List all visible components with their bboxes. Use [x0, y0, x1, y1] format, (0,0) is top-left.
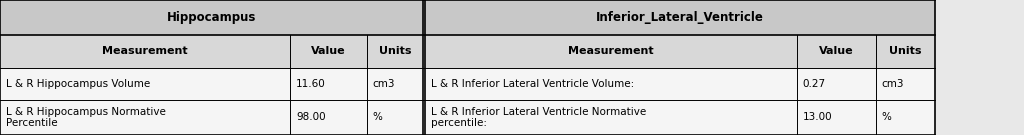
Text: Value: Value	[819, 46, 853, 56]
Text: L & R Hippocampus Normative
Percentile: L & R Hippocampus Normative Percentile	[6, 107, 166, 128]
Text: 11.60: 11.60	[296, 79, 326, 89]
Bar	[0, 35, 935, 68]
Text: %: %	[882, 112, 892, 122]
Text: cm3: cm3	[373, 79, 395, 89]
Text: 98.00: 98.00	[296, 112, 326, 122]
Text: Units: Units	[889, 46, 922, 56]
Text: L & R Inferior Lateral Ventricle Volume:: L & R Inferior Lateral Ventricle Volume:	[431, 79, 634, 89]
Text: Measurement: Measurement	[568, 46, 653, 56]
Bar	[423, 0, 425, 35]
Text: cm3: cm3	[882, 79, 904, 89]
Text: 13.00: 13.00	[803, 112, 833, 122]
Bar	[425, 0, 935, 35]
Text: L & R Inferior Lateral Ventricle Normative
percentile:: L & R Inferior Lateral Ventricle Normati…	[431, 107, 646, 128]
Text: Units: Units	[379, 46, 411, 56]
Text: Value: Value	[311, 46, 345, 56]
Text: 0.27: 0.27	[803, 79, 826, 89]
Text: Hippocampus: Hippocampus	[167, 11, 256, 24]
Text: Inferior_Lateral_Ventricle: Inferior_Lateral_Ventricle	[596, 11, 764, 24]
Bar	[0, 0, 423, 35]
Text: %: %	[373, 112, 383, 122]
Text: L & R Hippocampus Volume: L & R Hippocampus Volume	[6, 79, 151, 89]
Bar	[0, 68, 935, 135]
Text: Measurement: Measurement	[102, 46, 187, 56]
